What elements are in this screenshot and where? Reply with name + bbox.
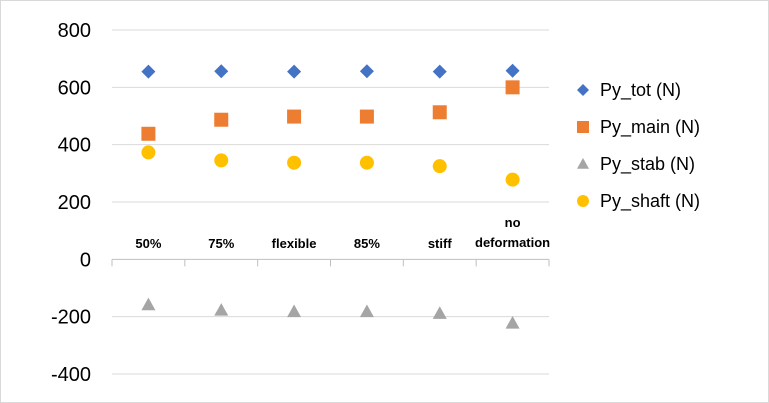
data-point (432, 105, 447, 120)
legend-marker (577, 195, 589, 207)
legend-marker (577, 121, 589, 133)
data-point (359, 155, 374, 170)
data-points (141, 63, 520, 329)
y-tick-label: 200 (58, 192, 91, 214)
category-label: 50% (135, 236, 161, 251)
data-point (287, 64, 302, 79)
data-point (287, 155, 302, 170)
data-point (141, 145, 156, 160)
legend: Py_tot (N) Py_main (N) Py_stab (N) Py_shaft… (577, 80, 700, 212)
legend-marker (577, 84, 589, 96)
data-point (432, 159, 447, 174)
data-point (505, 80, 520, 95)
axes (111, 258, 550, 267)
y-tick-label: 0 (80, 249, 91, 271)
legend-entry: Py_shaft (N) (600, 191, 700, 212)
y-tick-label: 800 (58, 20, 91, 42)
data-point (287, 304, 302, 318)
data-point (359, 304, 374, 318)
data-point (505, 63, 520, 78)
data-point (287, 109, 302, 124)
data-point (505, 172, 520, 187)
category-label: flexible (272, 236, 317, 251)
data-point (359, 109, 374, 124)
gridlines (112, 29, 549, 375)
y-tick-label: 600 (58, 77, 91, 99)
legend-entry: Py_main (N) (600, 117, 700, 138)
data-point (141, 64, 156, 79)
y-tick-label: -200 (51, 307, 91, 329)
y-tick-label: -400 (51, 364, 91, 386)
data-point (432, 306, 447, 319)
data-point (214, 303, 229, 316)
category-label: stiff (428, 236, 453, 251)
labels: 800 600 400 200 0 -200 -400 50% 75% flexible 85% st… (51, 20, 550, 386)
legend-marker (577, 158, 589, 169)
legend-entry: Py_stab (N) (600, 154, 695, 175)
data-point (214, 64, 229, 79)
category-label: 85% (354, 236, 380, 251)
data-point (359, 64, 374, 79)
data-point (505, 315, 520, 329)
category-label: 75% (208, 236, 234, 251)
category-label: no deformation (475, 215, 550, 250)
data-point (141, 126, 156, 141)
data-point (214, 153, 229, 168)
data-point (141, 297, 156, 311)
y-tick-label: 400 (58, 135, 91, 157)
data-point (432, 64, 447, 79)
legend-entry: Py_tot (N) (600, 80, 681, 101)
data-point (214, 112, 229, 127)
